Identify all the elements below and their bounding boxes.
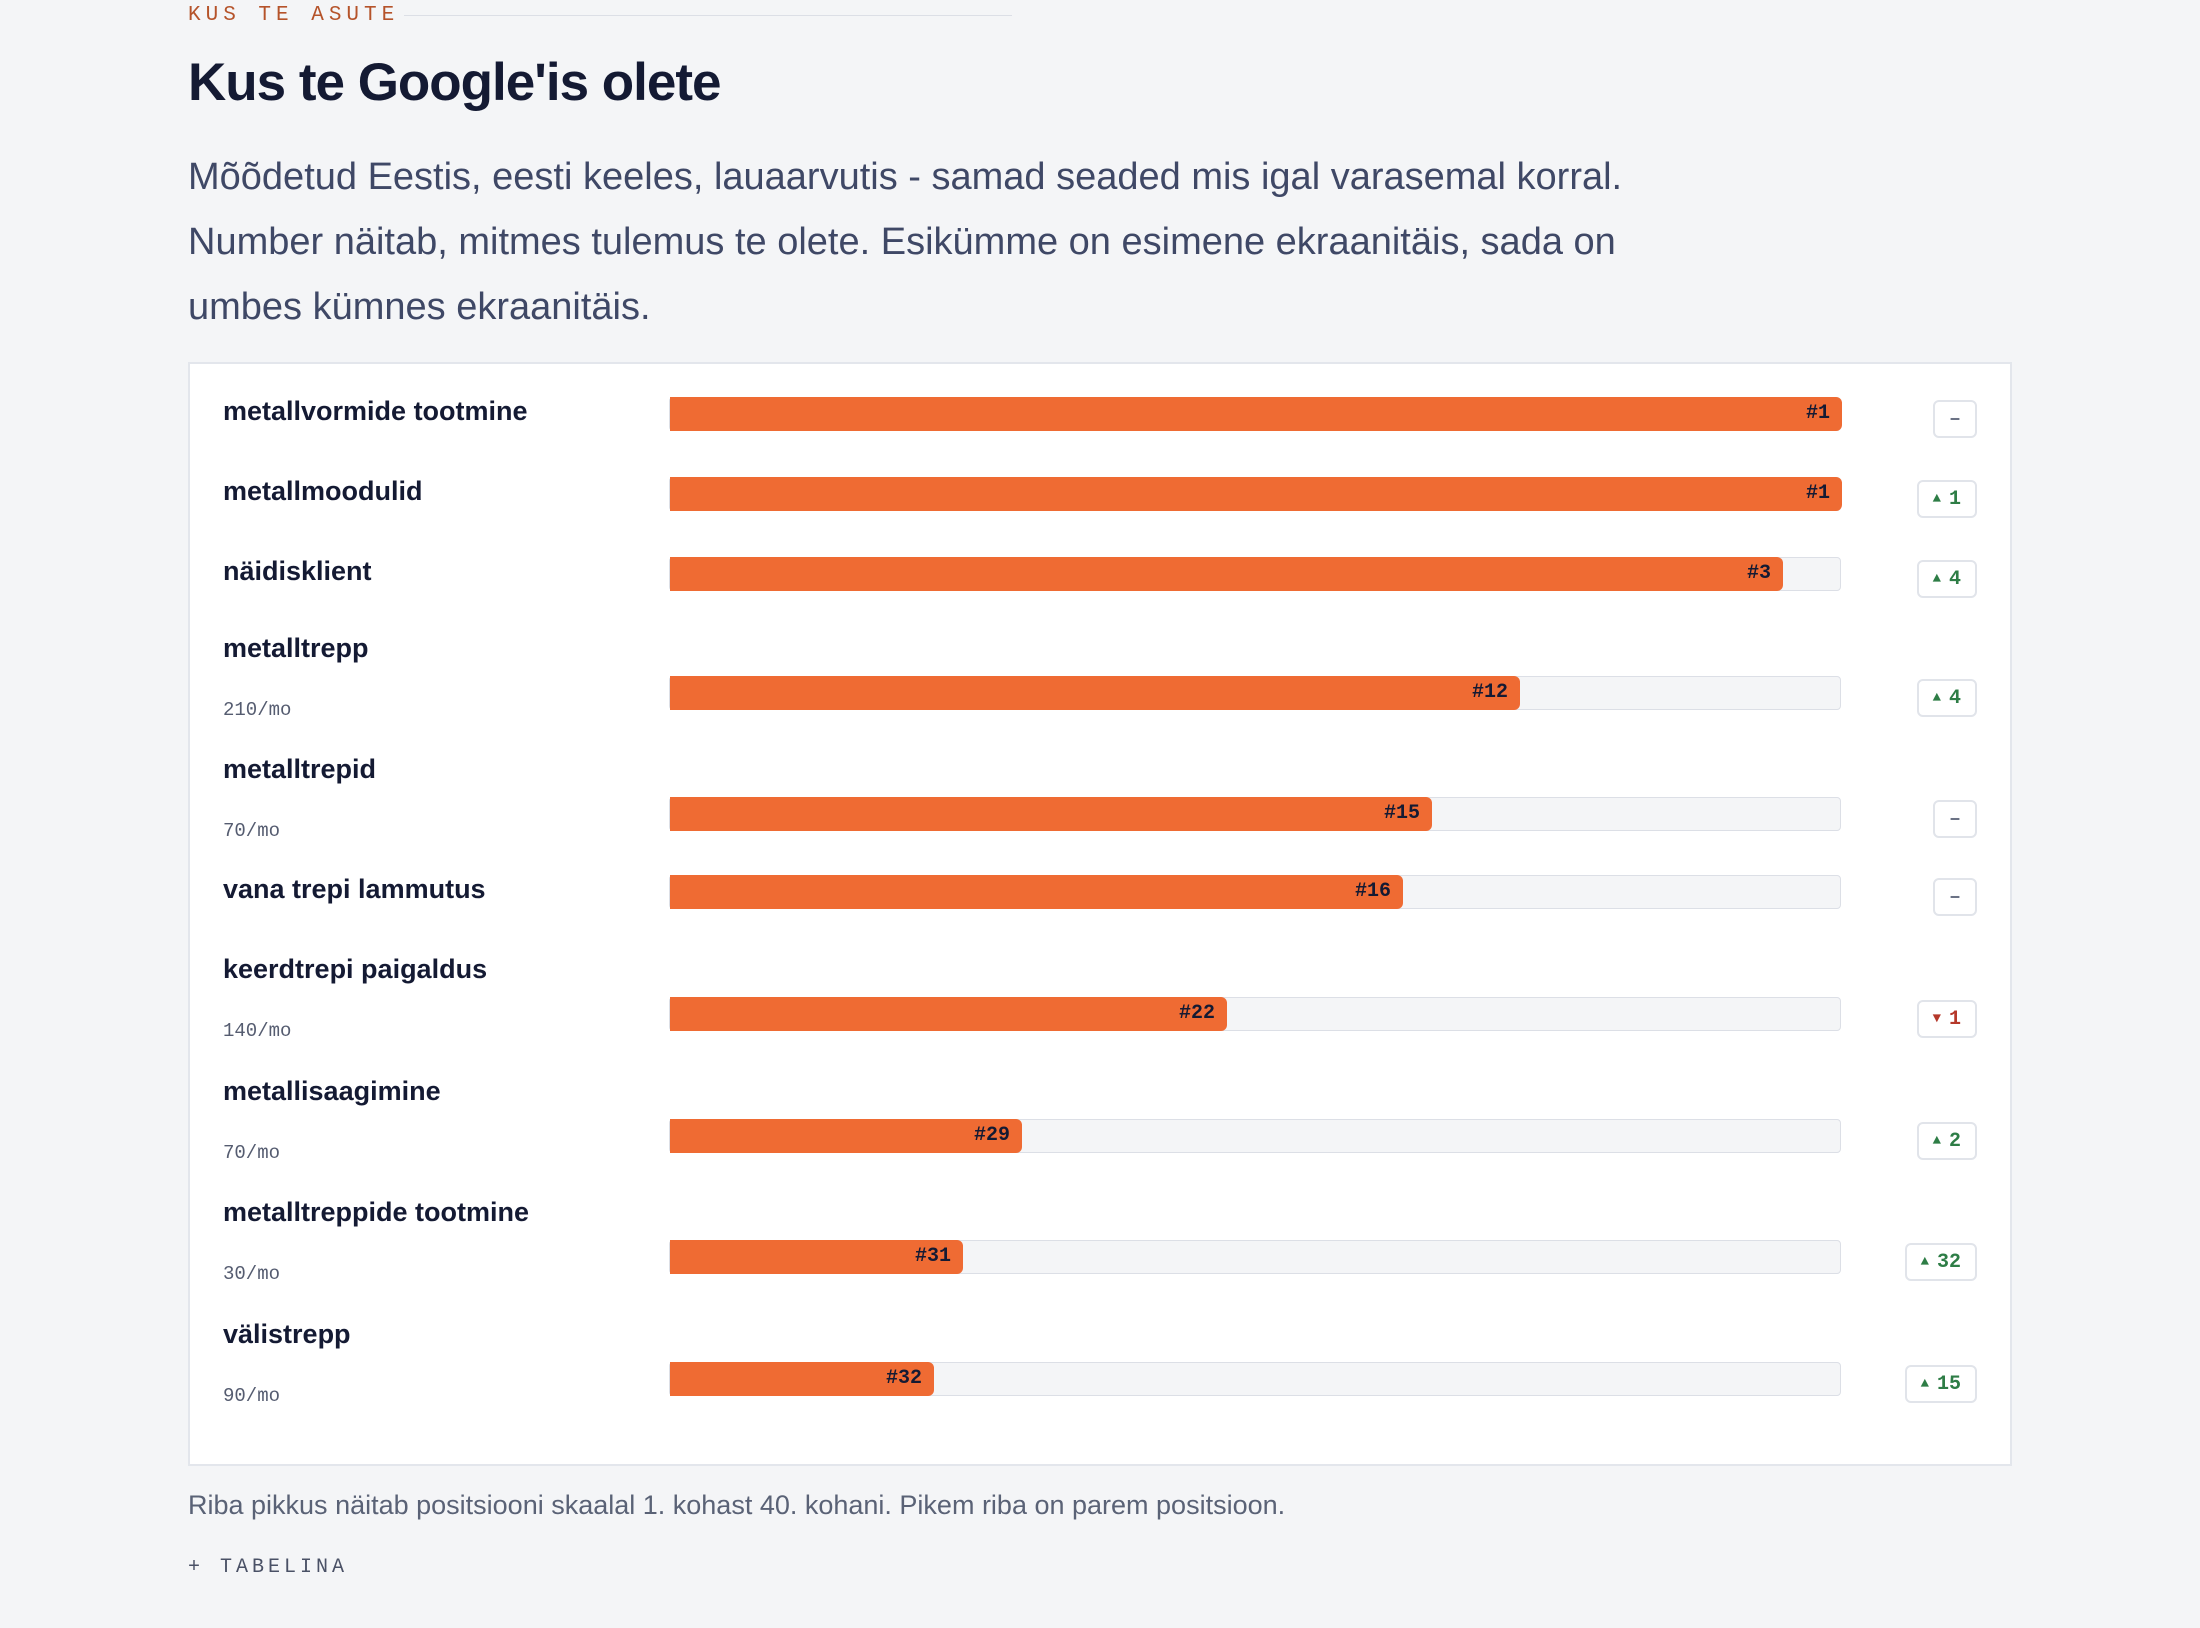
- rank-change-value: 1: [1948, 1007, 1961, 1031]
- search-volume: 140/mo: [223, 1020, 292, 1042]
- page-title: Kus te Google'is olete: [188, 53, 721, 112]
- rank-change-value: 4: [1948, 567, 1961, 591]
- rank-change-value: –: [1948, 885, 1961, 909]
- position-label: #1: [1805, 402, 1830, 425]
- position-bar-track: #1: [669, 477, 1842, 511]
- triangle-up-icon: ▲: [1920, 1376, 1929, 1392]
- triangle-up-icon: ▲: [1920, 1254, 1929, 1270]
- section-description: Mõõdetud Eestis, eesti keeles, lauaarvut…: [188, 156, 1623, 328]
- search-volume: 70/mo: [223, 1142, 281, 1164]
- keyword-label: keerdtrepi paigaldus: [223, 954, 488, 984]
- position-bar: #32: [670, 1362, 934, 1396]
- position-bar-track: #12: [669, 676, 1841, 710]
- rank-change-value: –: [1948, 407, 1961, 431]
- position-bar: #1: [670, 397, 1842, 431]
- position-bar-track: #16: [669, 875, 1841, 909]
- triangle-up-icon: ▲: [1932, 1133, 1941, 1149]
- position-bar-track: #31: [669, 1240, 1841, 1274]
- position-bar-track: #22: [669, 997, 1841, 1031]
- triangle-up-icon: ▲: [1932, 571, 1941, 587]
- rank-change-badge: –: [1933, 400, 1977, 438]
- position-bar-track: #32: [669, 1362, 1841, 1396]
- position-bar: #31: [670, 1240, 963, 1274]
- rank-change-badge: ▲ 1: [1916, 480, 1977, 518]
- position-label: #31: [914, 1245, 951, 1268]
- rank-change-badge: ▲ 15: [1904, 1365, 1977, 1403]
- keyword-label: metallvormide tootmine: [223, 396, 528, 426]
- position-label: #1: [1805, 482, 1830, 505]
- keyword-label: metalltrepid: [223, 754, 377, 784]
- rank-change-value: 32: [1936, 1250, 1961, 1274]
- rank-change-value: 1: [1948, 487, 1961, 511]
- rank-change-badge: –: [1933, 800, 1977, 838]
- rank-change-badge: –: [1933, 878, 1977, 916]
- position-bar-track: #1: [669, 397, 1842, 431]
- position-bar: #16: [670, 875, 1403, 909]
- position-bar: #22: [670, 997, 1227, 1031]
- keyword-label: välistrepp: [223, 1319, 351, 1349]
- rank-change-value: 4: [1948, 686, 1961, 710]
- keyword-label: metalltrepp: [223, 633, 369, 663]
- position-label: #12: [1471, 681, 1508, 704]
- position-bar-track: #29: [669, 1119, 1841, 1153]
- position-label: #16: [1354, 880, 1391, 903]
- search-volume: 30/mo: [223, 1263, 281, 1285]
- position-bar: #29: [670, 1119, 1022, 1153]
- position-bar: #1: [670, 477, 1842, 511]
- ranking-chart: metallvormide tootmine #1 – metallmoodulid #…: [188, 362, 2012, 1466]
- rank-change-badge: ▲ 2: [1916, 1122, 1977, 1160]
- keyword-label: vana trepi lammutus: [223, 874, 486, 904]
- position-label: #32: [885, 1367, 922, 1390]
- section-eyebrow: KUS TE ASUTE: [188, 3, 400, 27]
- rank-change-badge: ▲ 32: [1904, 1243, 1977, 1281]
- rank-change-badge: ▲ 4: [1916, 560, 1977, 598]
- rank-change-value: 2: [1948, 1129, 1961, 1153]
- eyebrow-row: KUS TE ASUTE: [188, 0, 399, 30]
- position-bar: #3: [670, 557, 1783, 591]
- triangle-down-icon: ▼: [1932, 1011, 1941, 1027]
- rank-change-value: –: [1948, 807, 1961, 831]
- keyword-label: näidisklient: [223, 556, 372, 586]
- rank-change-badge: ▲ 4: [1916, 679, 1977, 717]
- triangle-up-icon: ▲: [1932, 491, 1941, 507]
- eyebrow-divider: [404, 15, 1012, 16]
- keyword-label: metallisaagimine: [223, 1076, 441, 1106]
- position-label: #15: [1383, 802, 1420, 825]
- search-volume: 70/mo: [223, 820, 281, 842]
- position-bar: #15: [670, 797, 1432, 831]
- search-volume: 90/mo: [223, 1385, 281, 1407]
- position-label: #22: [1178, 1002, 1215, 1025]
- position-bar: #12: [670, 676, 1520, 710]
- triangle-up-icon: ▲: [1932, 690, 1941, 706]
- keyword-label: metalltreppide tootmine: [223, 1197, 530, 1227]
- rank-change-value: 15: [1936, 1372, 1961, 1396]
- position-bar-track: #15: [669, 797, 1841, 831]
- rank-change-badge: ▼ 1: [1916, 1000, 1977, 1038]
- show-as-table-toggle[interactable]: + TABELINA: [188, 1556, 349, 1579]
- position-bar-track: #3: [669, 557, 1841, 591]
- search-volume: 210/mo: [223, 699, 292, 721]
- keyword-label: metallmoodulid: [223, 476, 423, 506]
- position-label: #3: [1746, 562, 1771, 585]
- chart-footnote: Riba pikkus näitab positsiooni skaalal 1…: [188, 1490, 1286, 1520]
- position-label: #29: [973, 1124, 1010, 1147]
